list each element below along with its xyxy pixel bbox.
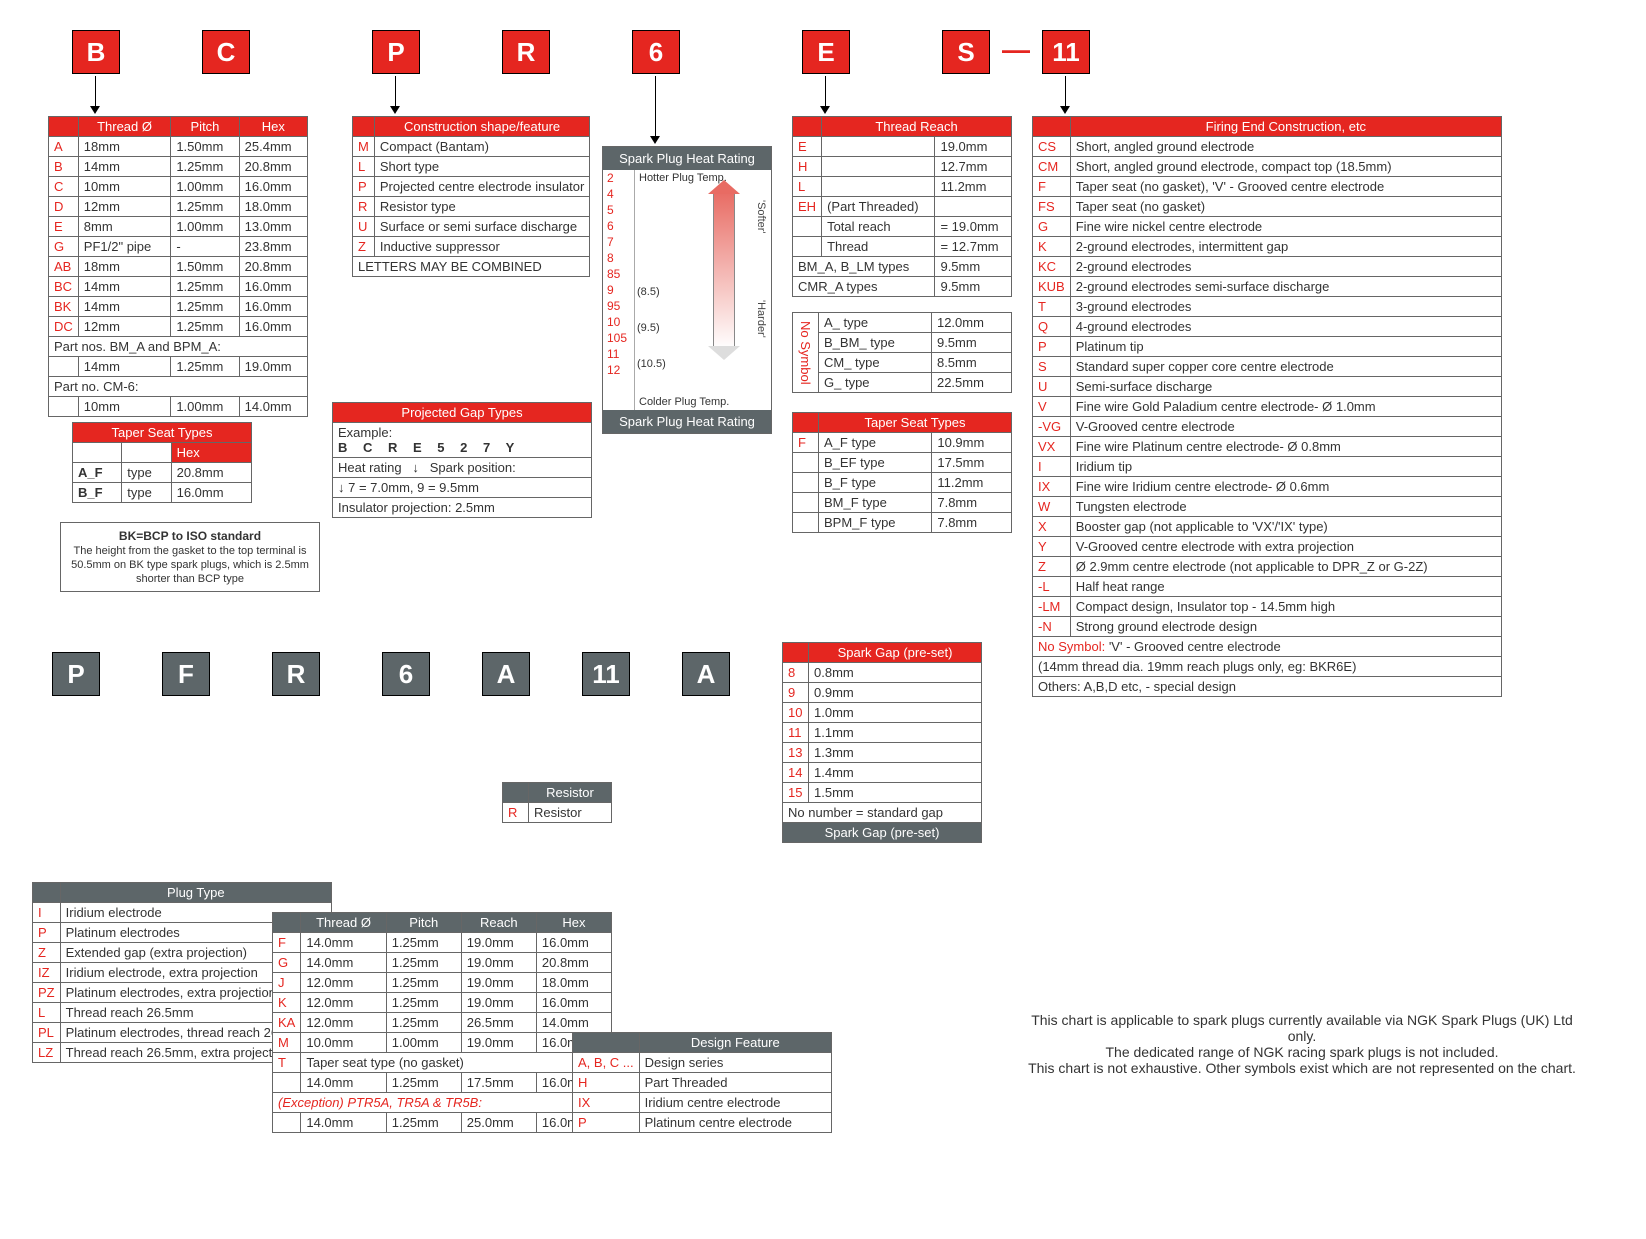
code-R: R — [272, 652, 320, 696]
firing-end: Firing End Construction, etc CSShort, an… — [1032, 116, 1502, 697]
code-E: E — [802, 30, 850, 74]
code-A: A — [482, 652, 530, 696]
taper-seat-2: Taper Seat Types FA_F type10.9mmB_EF typ… — [792, 412, 1012, 533]
code-B: B — [72, 30, 120, 74]
construction-table: Construction shape/feature MCompact (Ban… — [352, 116, 590, 277]
code-6: 6 — [382, 652, 430, 696]
thread-table-2: Thread Ø Pitch Reach Hex F14.0mm1.25mm19… — [272, 912, 612, 1133]
code-C: C — [202, 30, 250, 74]
thread-reach: Thread Reach E19.0mmH12.7mmL11.2mmEH(Par… — [792, 116, 1012, 297]
disclaimer: This chart is applicable to spark plugs … — [1022, 1012, 1582, 1076]
no-symbol: No Symbol A_ type12.0mm B_BM_ type9.5mm … — [792, 312, 1012, 393]
dash: — — [1002, 34, 1030, 66]
code-P: P — [52, 652, 100, 696]
design-feature: Design Feature A, B, C ...Design seriesH… — [572, 1032, 832, 1133]
code-11: 11 — [1042, 30, 1090, 74]
code-F: F — [162, 652, 210, 696]
heat-rating: Spark Plug Heat Rating 24567885995101051… — [602, 146, 772, 434]
spark-gap: Spark Gap (pre-set) 80.8mm90.9mm101.0mm1… — [782, 642, 982, 843]
resistor: Resistor RResistor — [502, 782, 612, 823]
bk-note: BK=BCP to ISO standard The height from t… — [60, 522, 320, 592]
code-R: R — [502, 30, 550, 74]
taper-seat-1: Taper Seat Types Hex A_Ftype20.8mmB_Ftyp… — [72, 422, 252, 503]
projected-gap: Projected Gap Types Example:B C R E 5 2 … — [332, 402, 592, 518]
code-S: S — [942, 30, 990, 74]
code-P: P — [372, 30, 420, 74]
chart-canvas: B C P R 6 E S — 11 P F R 6 A 11 A Thread ØPitchHex A18… — [12, 12, 1634, 1227]
code-A: A — [682, 652, 730, 696]
code-6: 6 — [632, 30, 680, 74]
thread-table: Thread ØPitchHex A18mm1.50mm25.4mmB14mm1… — [48, 116, 308, 417]
code-11: 11 — [582, 652, 630, 696]
